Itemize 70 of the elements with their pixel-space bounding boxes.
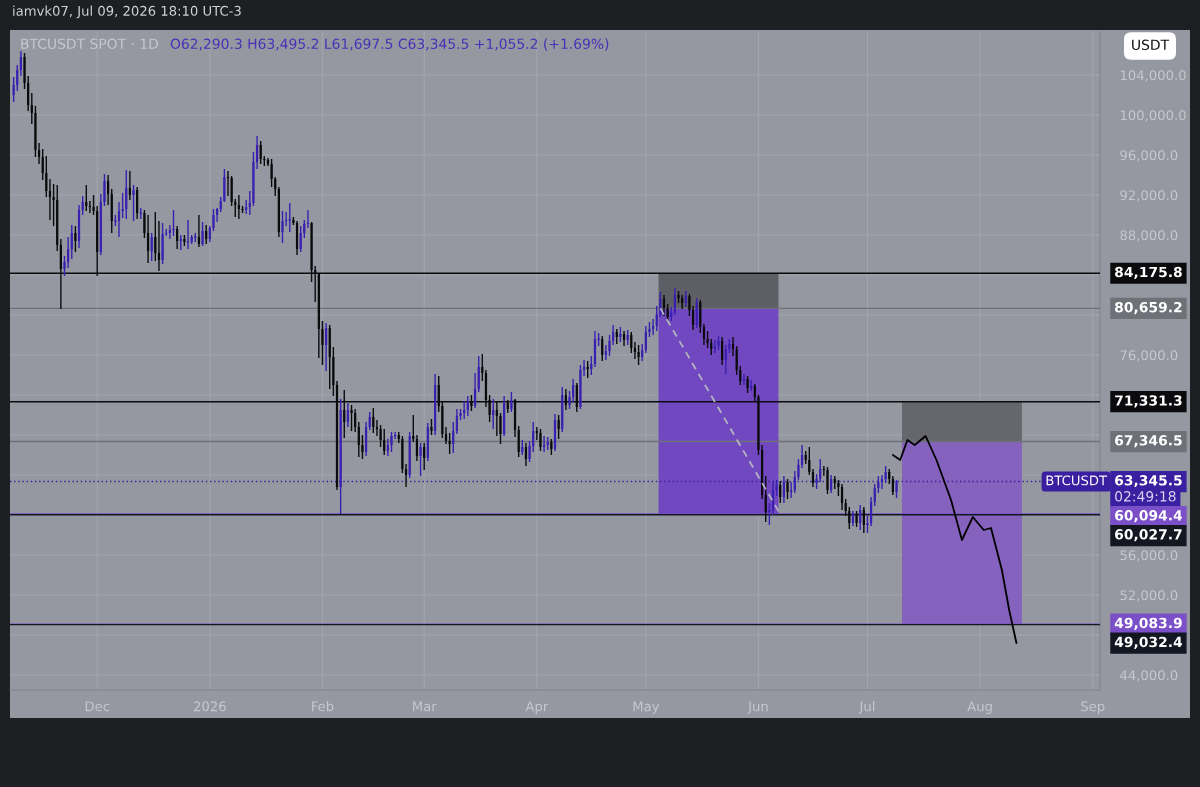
candlestick	[717, 335, 720, 351]
candlestick	[186, 219, 190, 250]
candlestick	[263, 155, 266, 167]
candlestick	[590, 355, 593, 376]
candlestick	[662, 294, 666, 317]
candlestick	[390, 431, 393, 453]
candlestick	[895, 479, 898, 499]
candlestick	[619, 326, 622, 343]
text: 02:49:18	[1115, 491, 1176, 502]
candlestick	[19, 50, 23, 77]
candlestick	[539, 428, 542, 452]
candlestick	[306, 209, 310, 229]
candlestick	[466, 395, 469, 417]
ref-line-label: 67,346.5	[1115, 435, 1182, 448]
candlestick	[793, 470, 796, 494]
candlestick	[226, 170, 230, 197]
candlestick	[67, 236, 70, 269]
candlestick	[172, 209, 175, 237]
candlestick	[52, 183, 55, 227]
ref-line-label: 49,083.9	[1114, 617, 1182, 630]
candlestick	[630, 331, 633, 354]
candlestick	[281, 210, 284, 244]
candlestick	[350, 404, 353, 432]
bar	[901, 441, 1022, 625]
candlestick	[626, 329, 629, 346]
candlestick	[132, 184, 135, 222]
text: USDT	[1132, 39, 1170, 51]
candlestick	[361, 434, 364, 460]
text: iamvk07, Jul 09, 2026 18:10 UTC-3	[13, 5, 241, 19]
ref-line-label: 60,094.4	[1115, 510, 1183, 523]
ref-line-label: 60,027.7	[1115, 529, 1182, 542]
candlestick	[786, 478, 789, 500]
line-series	[891, 435, 1018, 644]
ref-line-label: 63,345.5	[1115, 475, 1182, 488]
candlestick	[528, 440, 531, 463]
ref-line-label: 84,175.8	[1115, 266, 1182, 280]
candlestick	[419, 442, 422, 477]
candlestick	[681, 294, 684, 310]
candlestick	[859, 504, 862, 531]
chart-subtitle: O62,290.3 H63,495.2 L61,697.5 C63,345.5 +1,055.2 (+1.69%)	[170, 38, 609, 51]
candlestick	[379, 424, 382, 448]
candlestick	[510, 391, 513, 413]
candlestick	[270, 158, 273, 188]
candlestick	[288, 202, 292, 233]
candlestick	[106, 174, 110, 206]
candlestick	[452, 421, 455, 454]
candlestick	[891, 475, 895, 496]
candlestick	[728, 338, 731, 354]
candlestick	[731, 336, 735, 357]
candlestick	[579, 364, 582, 410]
candlestick	[190, 234, 193, 245]
candlestick	[815, 473, 818, 490]
candlestick	[92, 194, 95, 216]
candlestick	[492, 398, 495, 430]
candlestick	[183, 234, 186, 247]
candlestick	[74, 225, 77, 253]
candlestick	[826, 466, 829, 495]
candlestick	[161, 222, 164, 265]
ref-line-label: 80,659.2	[1115, 301, 1182, 315]
candlestick	[557, 414, 560, 440]
ref-line-label: 71,331.3	[1115, 395, 1182, 408]
annotation: BTCUSDT	[1046, 475, 1108, 486]
candlestick	[201, 221, 204, 247]
candlestick	[637, 344, 640, 366]
candlestick	[855, 510, 858, 528]
ref-line-label: 49,032.4	[1114, 636, 1183, 649]
candlestick	[775, 479, 778, 497]
candlestick	[88, 200, 92, 214]
candlestick	[430, 418, 433, 436]
candlestick	[746, 375, 749, 394]
